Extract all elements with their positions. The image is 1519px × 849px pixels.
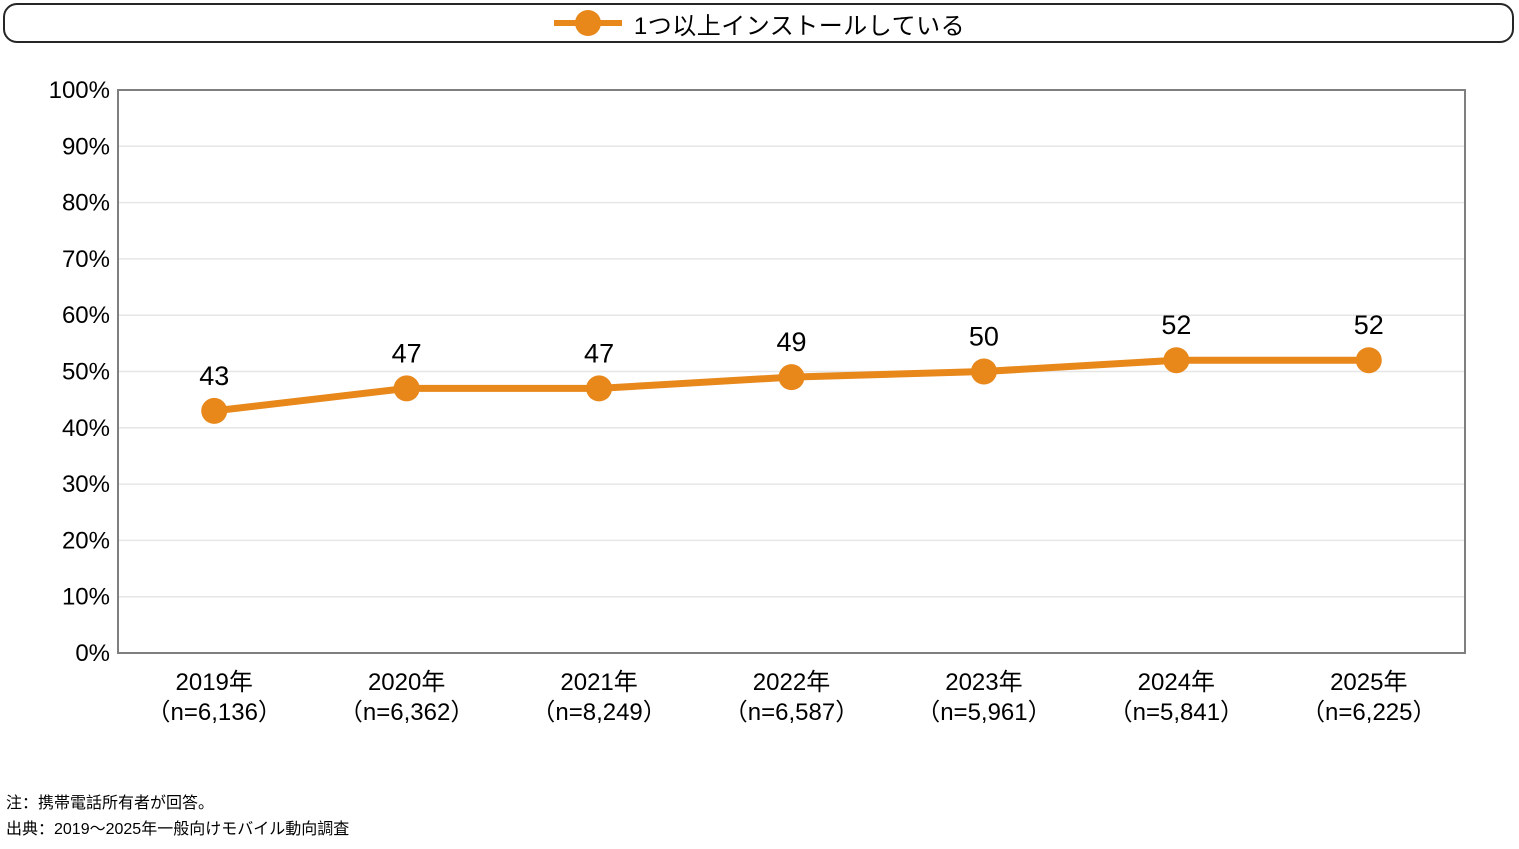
y-tick-label: 0% <box>75 640 110 667</box>
x-label-n: （n=5,841） <box>1109 699 1244 726</box>
data-label: 47 <box>392 338 422 368</box>
x-label-year: 2024年 <box>1138 669 1215 696</box>
legend-line-marker-icon <box>553 10 622 36</box>
data-point <box>970 358 997 385</box>
x-label-n: （n=8,249） <box>531 699 666 726</box>
legend-label: 1つ以上インストールしている <box>633 12 966 40</box>
data-label: 52 <box>1161 310 1191 340</box>
data-label: 47 <box>584 338 614 368</box>
plot-border <box>117 89 1466 654</box>
x-label-year: 2019年 <box>176 669 253 696</box>
line-chart: 0% 10% 20% 30% 40% 50% 60% 70% 80% 90% 100% 43 47 47 4… <box>49 77 1466 726</box>
y-tick-label: 100% <box>49 77 110 104</box>
x-label-n: （n=6,136） <box>147 699 282 726</box>
chart-legend: 1つ以上インストールしている <box>3 3 1514 43</box>
data-point <box>778 364 805 391</box>
y-tick-label: 30% <box>62 471 110 498</box>
data-label: 43 <box>199 361 229 391</box>
x-label-year: 2020年 <box>368 669 445 696</box>
data-point <box>393 375 420 402</box>
x-label-year: 2022年 <box>753 669 830 696</box>
note-source: 出典：2019～2025年一般向けモバイル動向調査 <box>6 821 350 838</box>
x-label-n: （n=5,961） <box>916 699 1051 726</box>
data-label: 50 <box>969 322 999 352</box>
data-point <box>586 375 613 402</box>
x-label-year: 2025年 <box>1330 669 1407 696</box>
y-tick-label: 60% <box>62 302 110 329</box>
x-label-n: （n=6,587） <box>724 699 859 726</box>
chart-notes: 注：携帯電話所有者が回答。 出典：2019～2025年一般向けモバイル動向調査 <box>6 791 349 843</box>
data-point <box>201 397 228 424</box>
data-point <box>1163 347 1190 374</box>
x-label-n: （n=6,362） <box>339 699 474 726</box>
data-label: 52 <box>1354 310 1384 340</box>
data-label: 49 <box>776 327 806 357</box>
note-respondents: 注：携帯電話所有者が回答。 <box>6 795 215 812</box>
x-label-n: （n=6,225） <box>1301 699 1436 726</box>
y-tick-label: 70% <box>62 246 110 273</box>
y-tick-label: 40% <box>62 415 110 442</box>
y-tick-label: 90% <box>62 133 110 160</box>
x-label-year: 2021年 <box>560 669 637 696</box>
y-tick-label: 80% <box>62 190 110 217</box>
y-tick-label: 10% <box>62 584 110 611</box>
x-label-year: 2023年 <box>945 669 1022 696</box>
data-point <box>1355 347 1382 374</box>
y-tick-label: 20% <box>62 527 110 554</box>
y-tick-label: 50% <box>62 359 110 386</box>
